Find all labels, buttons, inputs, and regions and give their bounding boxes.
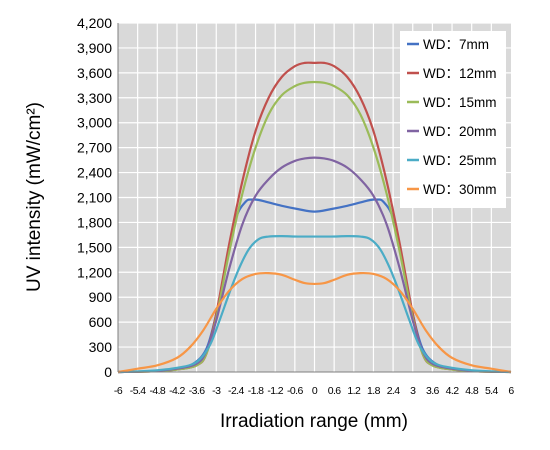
x-tick-label: 4.8 xyxy=(465,385,479,397)
x-tick-label: -1.2 xyxy=(267,385,283,397)
x-tick-label: -4.8 xyxy=(149,385,165,397)
x-tick-label: 3 xyxy=(410,385,416,397)
legend-label: WD：30mm xyxy=(423,182,497,197)
x-tick-label: -6 xyxy=(114,385,123,397)
y-tick-labels: 0 300 600 900 1,200 1,500 1,800 2,100 2,400 2,700… xyxy=(77,15,112,380)
y-tick-label: 900 xyxy=(89,289,113,305)
x-tick-label: -3 xyxy=(212,385,221,397)
y-tick-label: 0 xyxy=(104,364,112,380)
x-tick-label: -0.6 xyxy=(287,385,303,397)
series-lines xyxy=(117,61,512,374)
x-tick-label: -4.2 xyxy=(169,385,185,397)
legend-box xyxy=(400,31,506,208)
legend-label: WD：12mm xyxy=(423,66,497,81)
x-tick-label: -1.8 xyxy=(248,385,264,397)
x-tick-label: 1.8 xyxy=(367,385,381,397)
y-tick-label: 300 xyxy=(89,339,113,355)
x-axis-title: Irradiation range (mm) xyxy=(220,411,408,432)
y-tick-label: 3,600 xyxy=(77,65,112,81)
y-tick-label: 600 xyxy=(89,314,113,330)
y-axis-title: UV intensity (mW/cm²) xyxy=(24,102,45,292)
y-tick-label: 1,500 xyxy=(77,239,112,255)
x-tick-label: -2.4 xyxy=(228,385,244,397)
x-tick-label: 1.2 xyxy=(347,385,361,397)
x-tick-label: -3.6 xyxy=(189,385,205,397)
y-tick-label: 2,100 xyxy=(77,190,112,206)
x-tick-label: 0.6 xyxy=(328,385,342,397)
series-line xyxy=(117,271,512,374)
y-tick-label: 1,800 xyxy=(77,214,112,230)
legend-label: WD：25mm xyxy=(423,153,497,168)
y-tick-label: 4,200 xyxy=(77,15,112,31)
x-tick-label: 3.6 xyxy=(426,385,440,397)
x-tick-labels: -6 -5.4 -4.8 -4.2 -3.6 -3 -2.4 -1.8 -1.2 -0.6 0 0.6… xyxy=(114,385,515,397)
y-tick-label: 3,000 xyxy=(77,115,112,131)
legend-label: WD：15mm xyxy=(423,95,497,110)
series-line xyxy=(117,235,512,374)
x-tick-label: 2.4 xyxy=(387,385,401,397)
x-tick-label: 5.4 xyxy=(485,385,499,397)
legend-label: WD：7mm xyxy=(423,37,489,52)
x-tick-label: 4.2 xyxy=(446,385,460,397)
legend: WD：7mm WD：12mm WD：15mm WD：20mm WD：25mm WD：30m… xyxy=(400,31,506,208)
y-tick-label: 3,900 xyxy=(77,40,112,56)
y-tick-label: 2,400 xyxy=(77,165,112,181)
y-tick-label: 1,200 xyxy=(77,264,112,280)
y-tick-label: 2,700 xyxy=(77,140,112,156)
x-tick-label: 0 xyxy=(312,385,318,397)
x-tick-label: 6 xyxy=(508,385,514,397)
legend-label: WD：20mm xyxy=(423,124,497,139)
y-tick-label: 3,300 xyxy=(77,90,112,106)
x-tick-label: -5.4 xyxy=(130,385,146,397)
